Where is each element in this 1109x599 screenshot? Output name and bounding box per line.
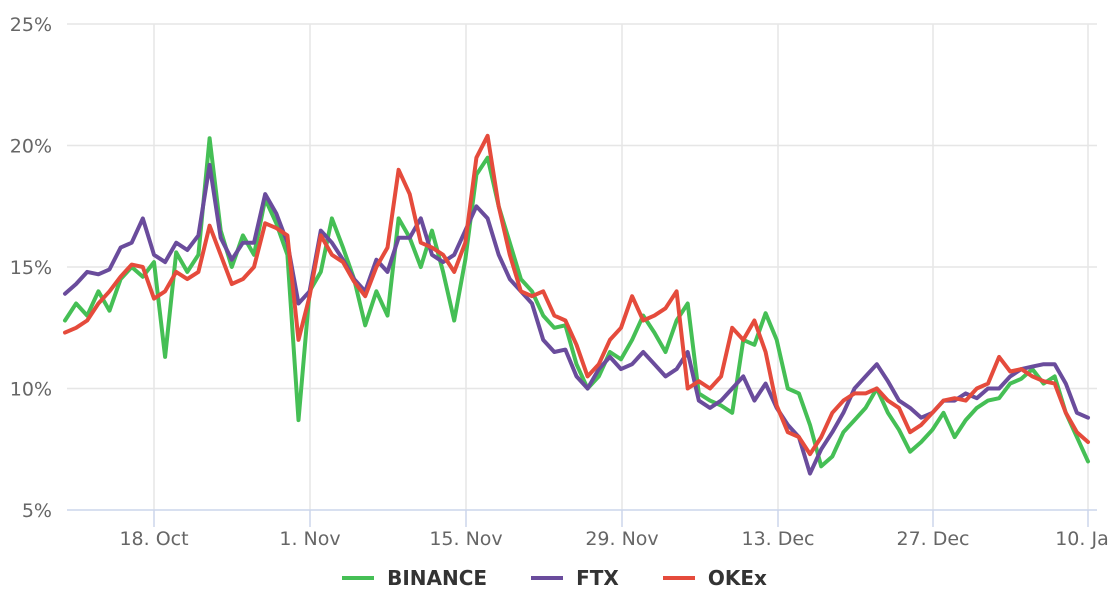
legend-item-okex[interactable]: OKEx — [662, 562, 767, 594]
legend-label-ftx: FTX — [576, 566, 619, 590]
series-line-binance[interactable] — [63, 136, 1090, 469]
legend-label-binance: BINANCE — [387, 566, 488, 590]
series-line-okex[interactable] — [63, 133, 1090, 457]
x-axis-labels: 18. Oct 1. Nov 15. Nov 29. Nov 13. Dec 27. De… — [119, 528, 1109, 550]
y-tick-label: 20% — [10, 136, 52, 158]
x-tick-label: 29. Nov — [585, 528, 658, 550]
y-tick-label: 10% — [10, 379, 52, 401]
y-tick-label: 5% — [22, 500, 52, 522]
x-tick-label: 1. Nov — [279, 528, 340, 550]
series-line-ftx[interactable] — [63, 162, 1090, 476]
y-axis-labels: 5% 10% 15% 20% 25% — [10, 14, 52, 522]
x-tick-label: 27. Dec — [896, 528, 969, 550]
legend-swatch-okex — [662, 576, 695, 580]
x-axis-ticks — [153, 510, 1089, 527]
y-tick-label: 15% — [10, 257, 52, 279]
legend-swatch-binance — [342, 576, 375, 580]
legend-label-okex: OKEx — [707, 566, 767, 590]
x-tick-label: 10. Jan — [1055, 528, 1109, 550]
series-lines — [63, 133, 1090, 476]
legend: BINANCE FTX OKEx — [0, 562, 1109, 594]
y-tick-label: 25% — [10, 14, 52, 36]
x-tick-label: 18. Oct — [119, 528, 188, 550]
x-tick-label: 13. Dec — [741, 528, 814, 550]
y-gridlines — [67, 23, 1097, 390]
legend-swatch-ftx — [531, 576, 564, 580]
legend-item-ftx[interactable]: FTX — [531, 562, 619, 594]
legend-item-binance[interactable]: BINANCE — [342, 562, 487, 594]
x-tick-label: 15. Nov — [429, 528, 502, 550]
